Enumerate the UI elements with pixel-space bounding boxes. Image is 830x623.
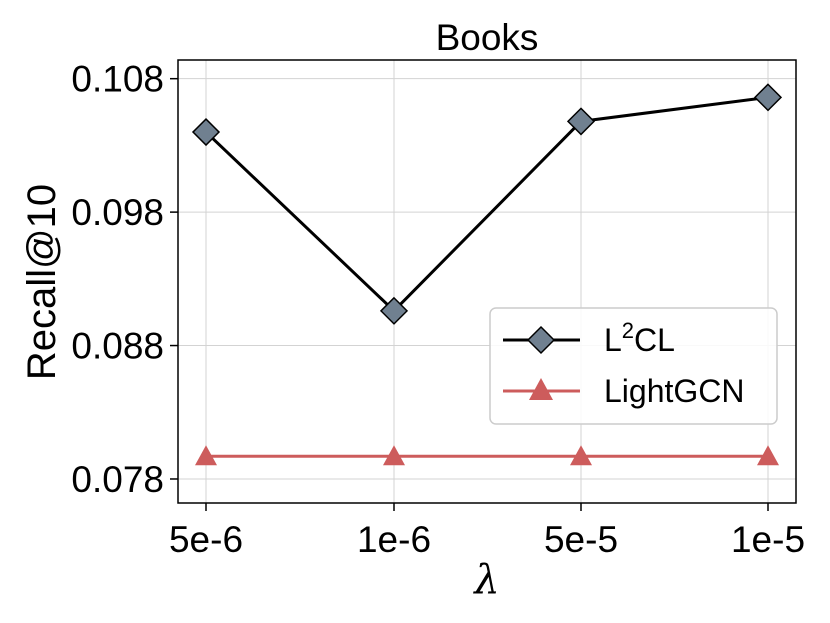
- data-point-triangle: [383, 445, 405, 466]
- data-point-triangle: [757, 445, 779, 466]
- data-point-triangle: [570, 445, 592, 466]
- y-axis-label: Recall@10: [20, 184, 64, 380]
- x-tick-label: 1e-6: [357, 519, 431, 560]
- y-tick-label: 0.098: [71, 192, 164, 233]
- y-tick-label: 0.108: [71, 59, 164, 100]
- legend-box: [489, 307, 778, 425]
- series-layer: [191, 83, 783, 466]
- x-tick-label: 5e-5: [544, 519, 618, 560]
- x-tick-label: 1e-5: [731, 519, 805, 560]
- data-point-diamond: [753, 83, 783, 112]
- x-axis: 5e-6 1e-6 5e-5 1e-5: [169, 503, 805, 560]
- data-point-triangle: [195, 445, 217, 466]
- data-point-diamond: [379, 296, 409, 325]
- grid: [178, 60, 796, 503]
- legend: L2CL LightGCN: [489, 307, 778, 425]
- x-tick-label: 5e-6: [169, 519, 243, 560]
- legend-marker-triangle: [529, 378, 553, 400]
- x-axis-label: λ: [472, 557, 499, 603]
- plot-frame: [177, 59, 797, 504]
- data-point-diamond: [566, 107, 596, 136]
- chart-title: Books: [436, 17, 539, 58]
- y-axis: 0.078 0.088 0.098 0.108: [71, 59, 178, 500]
- legend-marker-diamond: [526, 325, 556, 355]
- data-point-diamond: [191, 117, 221, 147]
- series-line-0: [204, 95, 769, 313]
- legend-label-lightgcn: LightGCN: [604, 373, 745, 409]
- legend-label-l2cl: L2CL: [604, 318, 675, 358]
- y-tick-label: 0.088: [71, 326, 164, 367]
- y-tick-label: 0.078: [71, 459, 164, 500]
